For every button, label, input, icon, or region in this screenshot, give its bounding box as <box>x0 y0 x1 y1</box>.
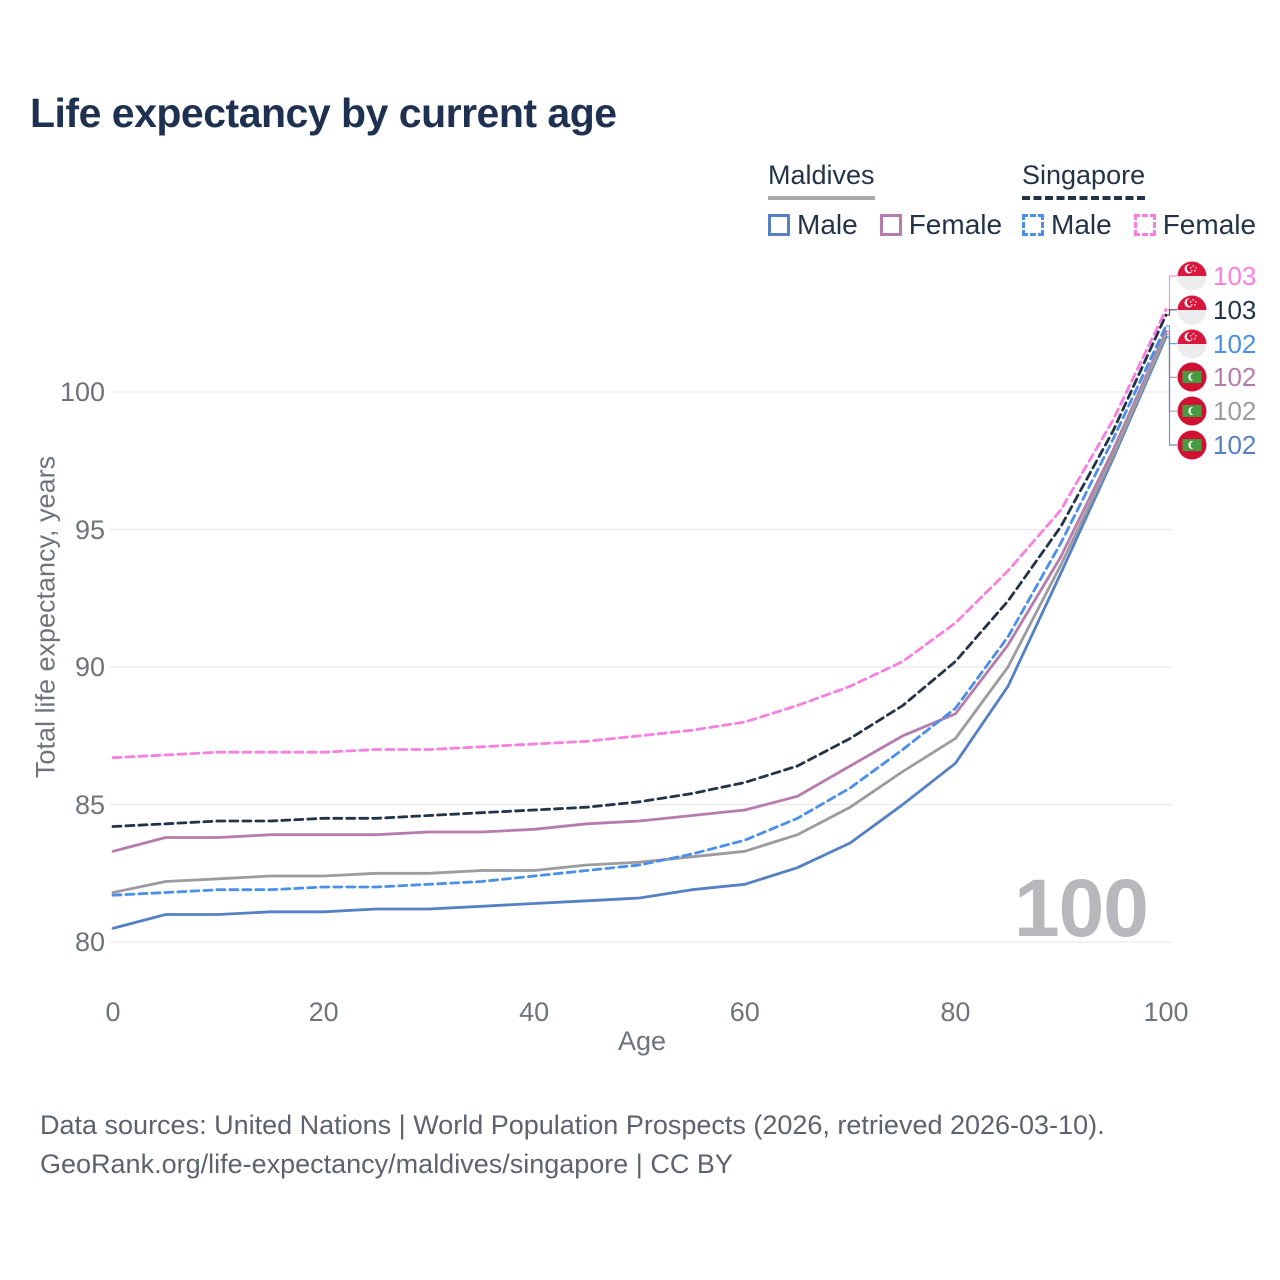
x-tick-40: 40 <box>519 997 550 1027</box>
x-tick-80: 80 <box>940 997 971 1027</box>
end-label-value: 102 <box>1213 430 1257 460</box>
x-tick-20: 20 <box>308 997 339 1027</box>
end-label-value: 102 <box>1213 362 1257 393</box>
y-tick-100: 100 <box>59 377 105 407</box>
footer-data-sources: Data sources: United Nations | World Pop… <box>40 1110 1105 1140</box>
legend-item-singapore-female[interactable]: Female <box>1133 209 1257 241</box>
series-line-singapore-female[interactable] <box>111 308 1168 760</box>
maldives-male-swatch <box>768 214 790 236</box>
singapore-female-swatch <box>1133 214 1156 236</box>
end-label-value: 102 <box>1213 396 1257 427</box>
singapore-flag-icon <box>1177 295 1207 325</box>
series-line-singapore-total[interactable] <box>111 313 1168 828</box>
series-line-singapore-male[interactable] <box>111 324 1168 897</box>
x-tick-0: 0 <box>105 997 121 1027</box>
y-tick-95: 95 <box>74 514 105 545</box>
x-axis-title: Age <box>617 1026 667 1056</box>
end-label-row-maldives-female[interactable]: 102 <box>1177 362 1256 392</box>
legend-item-label: Male <box>1051 209 1112 240</box>
singapore-male-swatch <box>1022 214 1044 236</box>
end-label-value: 102 <box>1213 328 1257 359</box>
series-line-maldives-total[interactable] <box>111 332 1168 894</box>
end-label-connector-singapore-total <box>1166 309 1177 316</box>
maldives-flag-icon <box>1177 430 1207 460</box>
end-label-connector-maldives-female <box>1166 330 1177 378</box>
end-label-connector-singapore-female <box>1166 275 1177 311</box>
footer-attribution: GeoRank.org/life-expectancy/maldives/sin… <box>40 1149 733 1180</box>
end-label-value: 103 <box>1213 261 1257 291</box>
singapore-flag-icon <box>1177 261 1207 291</box>
age-watermark: 100 <box>1014 863 1149 954</box>
maldives-flag-icon <box>1177 396 1207 426</box>
legend-item-label: Female <box>1162 209 1257 240</box>
end-label-connector-maldives-total <box>1166 333 1177 412</box>
series-line-maldives-male[interactable] <box>111 335 1168 930</box>
end-label-row-singapore-female[interactable]: 103 <box>1177 261 1256 291</box>
legend-item-label: Female <box>908 209 1003 240</box>
singapore-flag-icon <box>1177 329 1207 359</box>
legend-country-singapore[interactable]: Singapore <box>1022 160 1146 200</box>
end-label-row-maldives-male[interactable]: 102 <box>1177 430 1256 460</box>
y-tick-85: 85 <box>74 789 105 820</box>
footer: Data sources: United Nations | World Pop… <box>40 1106 1105 1184</box>
end-label-row-maldives-total[interactable]: 102 <box>1177 396 1256 426</box>
legend-item-singapore-male[interactable]: Male <box>1022 209 1112 241</box>
end-label-row-singapore-total[interactable]: 103 <box>1177 295 1256 325</box>
legend-item-label: Male <box>797 209 858 240</box>
end-label-row-singapore-male[interactable]: 102 <box>1177 329 1256 359</box>
page-title: Life expectancy by current age <box>30 90 617 136</box>
legend-group-maldives: Maldives Male Female <box>768 160 1002 241</box>
maldives-flag-icon <box>1177 362 1207 392</box>
x-tick-100: 100 <box>1143 997 1189 1027</box>
legend-group-singapore: Singapore Male Female <box>1022 160 1256 241</box>
y-tick-90: 90 <box>74 652 105 682</box>
legend-item-maldives-male[interactable]: Male <box>768 209 858 241</box>
legend-country-maldives[interactable]: Maldives <box>768 160 875 200</box>
end-label-connector-maldives-male <box>1166 336 1177 446</box>
series-line-maldives-female[interactable] <box>111 330 1168 853</box>
legend-item-maldives-female[interactable]: Female <box>879 209 1003 241</box>
end-label-value: 103 <box>1213 294 1257 325</box>
x-tick-60: 60 <box>729 997 760 1027</box>
maldives-female-swatch <box>879 214 902 236</box>
y-axis-title: Total life expectancy, years <box>30 455 61 779</box>
y-tick-80: 80 <box>74 927 105 957</box>
